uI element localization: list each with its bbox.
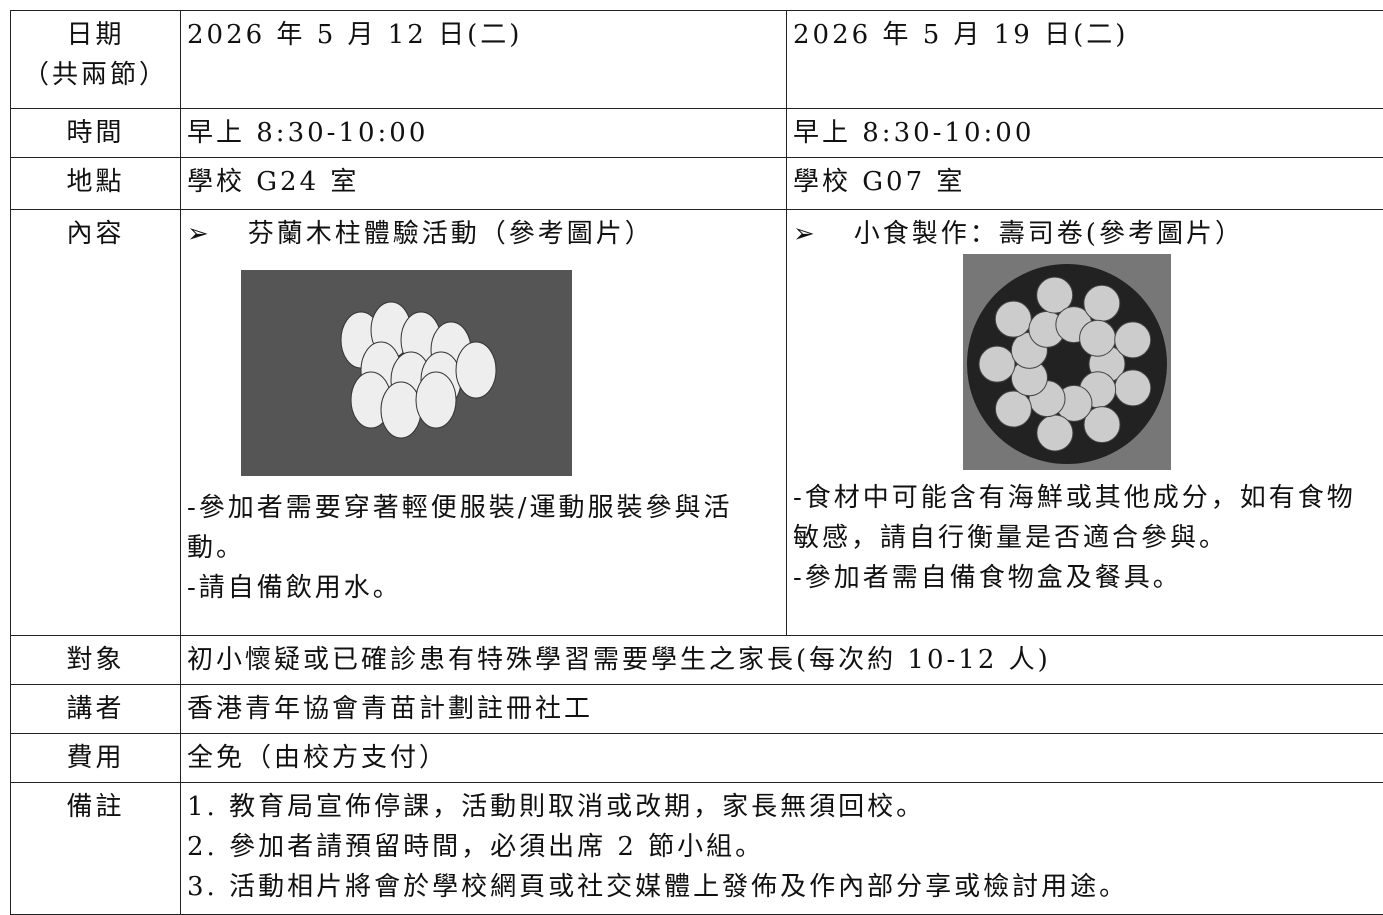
cell-text: 2026 年 5 月 19 日(二) [793,15,1383,55]
note-item: 2. 參加者請預留時間，必須出席 2 節小組。 [187,827,1383,867]
row-label: 費用 [11,734,181,783]
cell-text: 早上 8:30-10:00 [187,113,780,153]
cell-text: 學校 G07 室 [793,162,1383,202]
heading-text: 芬蘭木柱體驗活動（參考圖片） [248,219,654,249]
cell-text: 早上 8:30-10:00 [793,113,1383,153]
label-text: 備註 [11,787,180,827]
cell: 2026 年 5 月 19 日(二) [787,11,1383,109]
note-text: -參加者需自備食物盒及餐具。 [793,558,1383,598]
cell-text: 學校 G24 室 [187,162,780,202]
cell-text: 香港青年協會青苗計劃註冊社工 [187,689,1383,729]
label-text: （共兩節） [11,55,180,95]
cell: 早上 8:30-10:00 [181,109,787,158]
heading-text: 小食製作：壽司卷(參考圖片） [854,219,1244,249]
cell: 香港青年協會青苗計劃註冊社工 [181,685,1383,734]
label-text: 對象 [11,640,180,680]
row-label: 內容 [11,210,181,636]
label-text: 地點 [11,162,180,202]
note-item: 1. 教育局宣佈停課，活動則取消或改期，家長無須回校。 [187,787,1383,827]
row-label: 講者 [11,685,181,734]
cell: 2026 年 5 月 12 日(二) [181,11,787,109]
photo-pins [241,270,572,476]
cell: 初小懷疑或已確診患有特殊學習需要學生之家長(每次約 10-12 人) [181,636,1383,685]
note-item: 3. 活動相片將會於學校網頁或社交媒體上發佈及作內部分享或檢討用途。 [187,867,1383,907]
label-text: 講者 [11,689,180,729]
content-heading: ➢ 芬蘭木柱體驗活動（參考圖片） [187,214,780,254]
label-text: 費用 [11,738,180,778]
note-text: -食材中可能含有海鮮或其他成分，如有食物敏感，請自行衡量是否適合參與。 [793,478,1383,558]
row-label: 地點 [11,158,181,210]
bullet: ➢ [187,219,212,249]
cell-text: 全免（由校方支付） [187,738,1383,778]
cell: 早上 8:30-10:00 [787,109,1383,158]
cell-text: 2026 年 5 月 12 日(二) [187,15,780,55]
photo-sushi [963,254,1171,470]
cell: 學校 G07 室 [787,158,1383,210]
row-label: 日期（共兩節） [11,11,181,109]
schedule-table: 日期（共兩節）2026 年 5 月 12 日(二) 2026 年 5 月 19 日… [10,10,1383,915]
row-label: 對象 [11,636,181,685]
note-text: -請自備飲用水。 [187,568,780,608]
cell: 學校 G24 室 [181,158,787,210]
label-text: 內容 [11,214,180,254]
label-text: 日期 [11,15,180,55]
note-text: -參加者需要穿著輕便服裝/運動服裝參與活動。 [187,488,780,568]
cell-text: 初小懷疑或已確診患有特殊學習需要學生之家長(每次約 10-12 人) [187,640,1383,680]
label-text: 時間 [11,113,180,153]
row-label: 備註 [11,783,181,915]
bullet: ➢ [793,219,818,249]
row-label: 時間 [11,109,181,158]
cell: ➢ 小食製作：壽司卷(參考圖片） -食材中可能含有海鮮或其他成分，如有食物敏感，請自… [787,210,1383,636]
cell: ➢ 芬蘭木柱體驗活動（參考圖片） -參加者需要穿著輕便服裝/運動服裝參與活動。-請自… [181,210,787,636]
cell: 1. 教育局宣佈停課，活動則取消或改期，家長無須回校。2. 參加者請預留時間，必… [181,783,1383,915]
cell: 全免（由校方支付） [181,734,1383,783]
content-heading: ➢ 小食製作：壽司卷(參考圖片） [793,214,1383,254]
